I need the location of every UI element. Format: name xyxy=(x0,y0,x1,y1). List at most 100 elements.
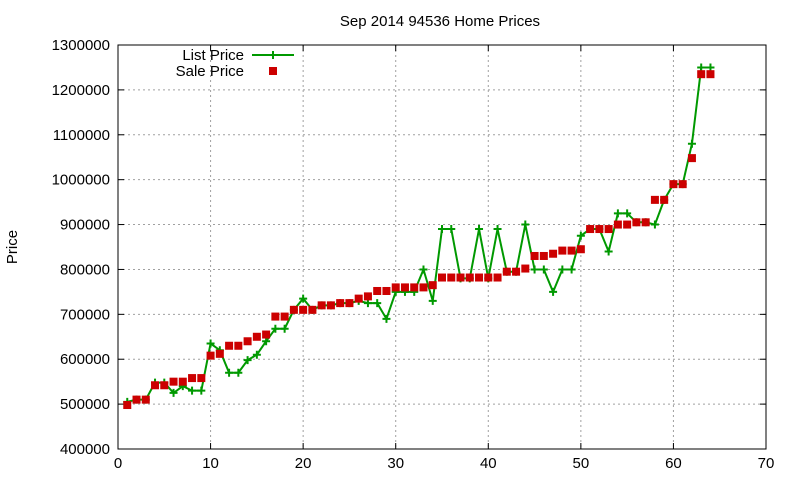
y-tick-label: 700000 xyxy=(60,306,110,323)
sale-price-point xyxy=(697,70,706,79)
sale-price-point xyxy=(438,273,446,282)
sale-price-point xyxy=(289,305,298,314)
sale-price-point xyxy=(132,395,141,404)
sale-price-point xyxy=(252,332,261,341)
legend-marker-sale-price xyxy=(269,67,277,75)
list-price-point xyxy=(604,247,613,256)
y-tick-label: 1200000 xyxy=(52,82,110,99)
list-price-point xyxy=(363,299,372,308)
sale-price-point xyxy=(280,312,289,321)
list-price-point xyxy=(576,231,585,240)
list-price-point xyxy=(234,368,243,377)
y-tick-label: 900000 xyxy=(60,217,110,234)
sale-price-point xyxy=(326,301,335,310)
sale-price-point xyxy=(382,286,391,295)
list-price-point xyxy=(613,209,622,218)
y-tick-label: 800000 xyxy=(60,261,110,278)
y-tick-label: 1300000 xyxy=(52,37,110,54)
x-tick-label: 50 xyxy=(573,455,590,472)
sale-price-point xyxy=(178,377,187,386)
sale-price-point xyxy=(595,225,604,234)
axes-ticks: 0 10 20 30 40 50 60 70 400000 500000 600000 700000 8… xyxy=(52,37,775,472)
sale-price-point xyxy=(465,273,474,282)
sale-price-point xyxy=(493,273,502,282)
list-price-point xyxy=(428,296,437,305)
list-price-point xyxy=(697,63,706,72)
sale-price-point xyxy=(262,330,271,339)
sale-price-point xyxy=(428,281,437,290)
sale-price-point xyxy=(706,70,715,79)
sale-price-point xyxy=(206,351,215,360)
list-price-point xyxy=(206,339,215,348)
legend-label-sale-price: Sale Price xyxy=(176,63,244,80)
y-tick-label: 600000 xyxy=(60,351,110,368)
list-price-line xyxy=(127,66,711,403)
sale-price-point xyxy=(632,218,641,227)
list-price-point xyxy=(493,225,502,234)
sale-price-point xyxy=(447,273,456,282)
list-price-point xyxy=(623,209,632,218)
list-price-point xyxy=(382,314,391,323)
y-tick-label: 1000000 xyxy=(52,172,110,189)
sale-price-point xyxy=(475,273,484,282)
sale-price-point xyxy=(419,283,428,292)
sale-price-point xyxy=(299,305,308,314)
sale-price-point xyxy=(484,273,493,282)
x-tick-label: 10 xyxy=(202,455,219,472)
list-price-point xyxy=(475,225,484,234)
y-tick-label: 400000 xyxy=(60,441,110,458)
list-price-point xyxy=(687,139,696,148)
sale-price-point xyxy=(549,249,558,258)
sale-price-point xyxy=(512,267,521,276)
sale-price-point xyxy=(308,305,317,314)
legend-label-list-price: List Price xyxy=(182,47,244,64)
x-tick-label: 0 xyxy=(114,455,122,472)
x-tick-label: 60 xyxy=(665,455,682,472)
grid-lines xyxy=(118,45,766,449)
sale-price-point xyxy=(502,267,511,276)
legend: List Price Sale Price xyxy=(176,47,294,80)
sale-price-point xyxy=(336,299,345,308)
list-price-point xyxy=(225,368,234,377)
sale-price-point xyxy=(188,374,197,383)
sale-price-point xyxy=(169,377,178,386)
list-price-point xyxy=(271,324,280,333)
sale-price-point xyxy=(225,341,234,350)
list-price-point xyxy=(539,265,548,274)
sale-price-point xyxy=(650,195,659,204)
list-price-point xyxy=(197,386,206,395)
legend-swatch-list-price xyxy=(252,51,294,59)
sale-price-point xyxy=(660,195,669,204)
sale-price-point xyxy=(391,283,400,292)
x-tick-label: 70 xyxy=(758,455,775,472)
chart-title: Sep 2014 94536 Home Prices xyxy=(340,13,540,30)
y-tick-label: 1100000 xyxy=(53,127,110,144)
list-price-point xyxy=(447,225,456,234)
list-price-point xyxy=(373,299,382,308)
sale-price-point xyxy=(567,246,576,255)
x-tick-label: 40 xyxy=(480,455,497,472)
y-tick-label: 500000 xyxy=(60,396,110,413)
sale-price-point xyxy=(604,225,613,234)
list-price-point xyxy=(650,220,659,229)
sale-price-point xyxy=(400,283,409,292)
list-price-point xyxy=(299,294,308,303)
sale-price-point xyxy=(687,154,696,163)
sale-price-point xyxy=(613,220,622,229)
sale-price-point xyxy=(678,180,687,189)
sale-price-point xyxy=(363,292,372,301)
sale-price-point xyxy=(141,395,150,404)
sale-price-point xyxy=(215,349,224,358)
list-price-point xyxy=(243,356,252,365)
legend-marker-list-price xyxy=(269,51,277,59)
list-price-point xyxy=(530,265,539,274)
list-price-point xyxy=(419,265,428,274)
sale-price-point xyxy=(623,220,632,229)
sale-price-point xyxy=(123,401,132,410)
sale-price-point xyxy=(243,337,252,346)
sale-price-point xyxy=(521,264,530,273)
list-price-point xyxy=(558,265,567,274)
sale-price-point xyxy=(539,251,548,260)
list-price-point xyxy=(521,220,530,229)
list-price-point xyxy=(549,287,558,296)
